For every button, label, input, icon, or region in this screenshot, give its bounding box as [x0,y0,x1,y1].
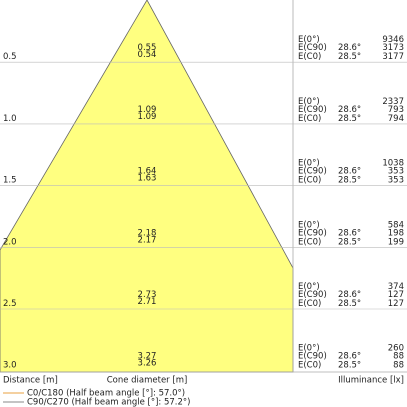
angle: 28.6° [338,228,361,238]
distance: 0.5 [3,52,17,62]
diameter: 2.18 [138,228,157,238]
diameter: 1.63 [138,174,157,184]
angle: 28.5° [338,52,361,62]
illuminance-label: E(0°) [298,282,320,292]
illuminance-label: E(C0) [298,237,321,247]
illuminance-label: E(C90) [298,105,327,115]
illuminance-value: 794 [388,114,404,124]
illuminance-value: 3173 [382,43,404,53]
diameter: 1.09 [138,105,157,115]
illuminance-value: 2337 [382,97,404,107]
illuminance-label: E(C0) [298,361,321,371]
distance-label: Distance [m] [3,376,58,386]
angle: 28.6° [338,352,361,362]
illuminance-value: 374 [388,282,404,292]
angle: 28.6° [338,290,361,300]
illuminance-value: 1038 [382,159,404,169]
illuminance-value: 584 [388,220,404,230]
angle: 28.6° [338,43,361,53]
diameter: 0.54 [138,50,157,60]
illuminance-value: 793 [388,105,404,115]
diameter: 2.73 [138,290,157,300]
angle: 28.5° [338,237,361,247]
illuminance-value: 198 [388,228,404,238]
illuminance-label: E(C90) [298,290,327,300]
illuminance-label: E(C0) [298,52,321,62]
distance: 1.0 [3,114,17,124]
distance: 1.5 [3,176,17,186]
illuminance-label: E(0°) [298,344,320,354]
illuminance-value: 88 [393,361,404,371]
angle: 28.5° [338,176,361,186]
illuminance-label: E(0°) [298,159,320,169]
legend-entry: C0/C180 (Half beam angle [°]: 57.0°) [27,389,185,399]
illuminance-label: E(0°) [298,97,320,107]
distance: 3.0 [3,361,17,371]
illuminance-label: E(0°) [298,35,320,45]
distance: 2.5 [3,299,17,309]
diameter: 3.27 [138,352,157,362]
diameter: 1.64 [138,167,157,177]
diameter: 0.55 [138,43,157,53]
illuminance-label: E(C90) [298,228,327,238]
distance: 2.0 [3,237,17,247]
illuminance-label: E(C90) [298,43,327,53]
illuminance-label: E(C0) [298,114,321,124]
illuminance-value: 260 [388,344,404,354]
angle: 28.5° [338,299,361,309]
illuminance-value: 9346 [382,35,404,45]
illuminance-label: E(C90) [298,352,327,362]
illuminance-value: 88 [393,352,404,362]
illuminance-value: 127 [388,299,404,309]
angle: 28.5° [338,361,361,371]
illuminance-label: E(C90) [298,167,327,177]
illuminance-value: 353 [388,167,404,177]
illuminance-label: E(C0) [298,176,321,186]
illuminance-value: 127 [388,290,404,300]
diameter: 1.09 [138,112,157,122]
angle: 28.6° [338,105,361,115]
illuminance-value: 199 [388,237,404,247]
diameter-label: Cone diameter [m] [107,376,188,386]
diameter: 2.17 [138,235,157,245]
illuminance-label: Illuminance [lx] [338,376,404,386]
angle: 28.6° [338,167,361,177]
diameter: 2.71 [138,297,157,307]
illuminance-label: E(C0) [298,299,321,309]
illuminance-label: E(0°) [298,220,320,230]
legend-entry: C90/C270 (Half beam angle [°]: 57.2°) [27,398,191,407]
illuminance-value: 3177 [382,52,404,62]
angle: 28.5° [338,114,361,124]
diameter: 3.26 [138,359,157,369]
illuminance-value: 353 [388,176,404,186]
